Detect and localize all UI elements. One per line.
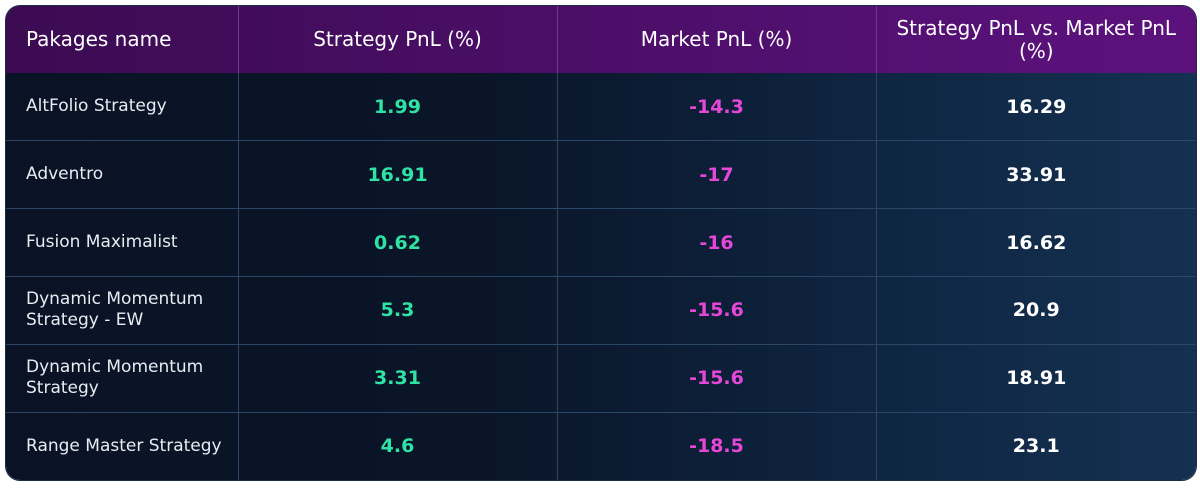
market-pnl-cell: -15.6 <box>557 276 877 345</box>
table-row: AltFolio Strategy 1.99 -14.3 16.29 <box>6 73 1196 142</box>
package-name-cell: Adventro <box>6 140 239 210</box>
strategy-vs-market-cell: 16.29 <box>876 73 1196 142</box>
header-strategy-pnl: Strategy PnL (%) <box>238 6 558 73</box>
header-package-name: Pakages name <box>6 6 239 73</box>
market-pnl-cell: -17 <box>557 140 877 210</box>
market-pnl-cell: -18.5 <box>557 412 877 480</box>
header-strategy-vs-market: Strategy PnL vs. Market PnL (%) <box>896 15 1177 63</box>
table-row: Dynamic Momentum Strategy 3.31 -15.6 18.… <box>6 344 1196 413</box>
table-row: Range Master Strategy 4.6 -18.5 23.1 <box>6 412 1196 480</box>
strategy-pnl-cell: 3.31 <box>238 344 558 413</box>
strategy-pnl-cell: 5.3 <box>238 276 558 345</box>
package-name-cell: Fusion Maximalist <box>6 208 239 277</box>
table-row: Fusion Maximalist 0.62 -16 16.62 <box>6 208 1196 277</box>
package-name-cell: Range Master Strategy <box>6 412 239 480</box>
strategy-pnl-cell: 0.62 <box>238 208 558 277</box>
strategy-pnl-cell: 16.91 <box>238 140 558 210</box>
strategy-vs-market-cell: 33.91 <box>876 140 1196 210</box>
table-header: Pakages name Strategy PnL (%) Market PnL… <box>6 6 1196 73</box>
table-row: Adventro 16.91 -17 33.91 <box>6 140 1196 210</box>
strategy-vs-market-cell: 23.1 <box>1012 435 1060 458</box>
market-pnl-cell: -16 <box>557 208 877 277</box>
table-body: AltFolio Strategy 1.99 -14.3 16.29 Adven… <box>6 73 1196 480</box>
market-pnl-cell: -14.3 <box>557 73 877 142</box>
table-header-row: Pakages name Strategy PnL (%) Market PnL… <box>6 6 1196 73</box>
strategy-vs-market-cell: 16.62 <box>876 208 1196 277</box>
pnl-comparison-table: Pakages name Strategy PnL (%) Market PnL… <box>6 6 1196 480</box>
strategy-pnl-cell: 4.6 <box>238 412 558 480</box>
package-name-cell: AltFolio Strategy <box>6 73 239 142</box>
strategy-vs-market-cell: 20.9 <box>876 276 1196 345</box>
table-row: Dynamic Momentum Strategy - EW 5.3 -15.6… <box>6 276 1196 345</box>
pnl-comparison-table-card: Pakages name Strategy PnL (%) Market PnL… <box>6 6 1196 480</box>
package-name-cell: Dynamic Momentum Strategy <box>6 344 239 413</box>
market-pnl-cell: -15.6 <box>557 344 877 413</box>
strategy-vs-market-cell: 18.91 <box>876 344 1196 413</box>
header-market-pnl: Market PnL (%) <box>557 6 877 73</box>
strategy-pnl-cell: 1.99 <box>238 73 558 142</box>
package-name-cell: Dynamic Momentum Strategy - EW <box>6 276 239 345</box>
